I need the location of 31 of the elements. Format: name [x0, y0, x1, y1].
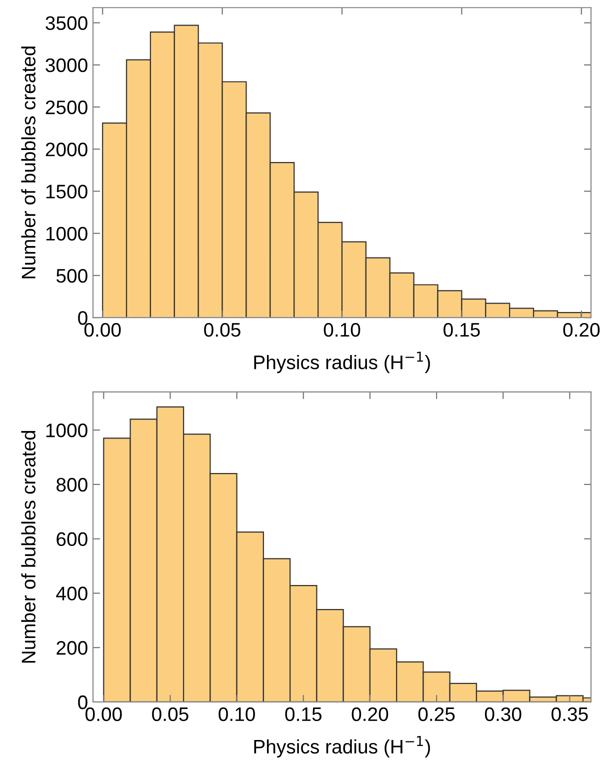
y-tick-label: 500 [56, 268, 88, 283]
y-tick-label: 800 [56, 478, 88, 492]
x-tick-label: 0.10 [218, 707, 255, 722]
x-tick-label: 0.10 [324, 322, 360, 337]
y-axis-title: Number of bubbles created [21, 430, 36, 663]
x-axis-title: Physics radius (H$^{−1}$) [254, 736, 430, 758]
y-axis-title: Number of bubbles created [21, 46, 36, 278]
y-tick-label: 2500 [46, 100, 88, 114]
x-axis-title: Physics radius (H$^{−1}$) [254, 352, 430, 374]
x-tick-label: 0.05 [152, 707, 188, 722]
y-tick-label: 600 [56, 532, 88, 546]
y-tick-label: 1000 [46, 424, 88, 438]
x-tick-label: 0.20 [352, 707, 388, 722]
y-tick-label: 3000 [46, 58, 88, 72]
x-tick-label: 0.25 [418, 707, 455, 722]
y-tick-label: 200 [56, 641, 88, 655]
x-tick-label: 0.30 [484, 707, 522, 722]
y-tick-label: 1500 [46, 184, 88, 198]
x-tick-label: 0.00 [84, 322, 121, 337]
y-tick-label: 3500 [46, 16, 88, 30]
y-tick-label: 1000 [46, 226, 88, 241]
y-tick-label: 0 [78, 311, 88, 325]
y-tick-label: 400 [56, 586, 88, 600]
x-tick-label: 0.35 [552, 707, 588, 722]
y-tick-label: 2000 [46, 142, 88, 156]
x-tick-label: 0.00 [85, 707, 122, 722]
x-tick-label: 0.05 [204, 322, 240, 337]
x-tick-label: 0.20 [563, 322, 600, 337]
y-tick-label: 0 [78, 695, 88, 710]
x-tick-label: 0.15 [285, 707, 322, 722]
x-tick-label: 0.15 [444, 322, 480, 337]
